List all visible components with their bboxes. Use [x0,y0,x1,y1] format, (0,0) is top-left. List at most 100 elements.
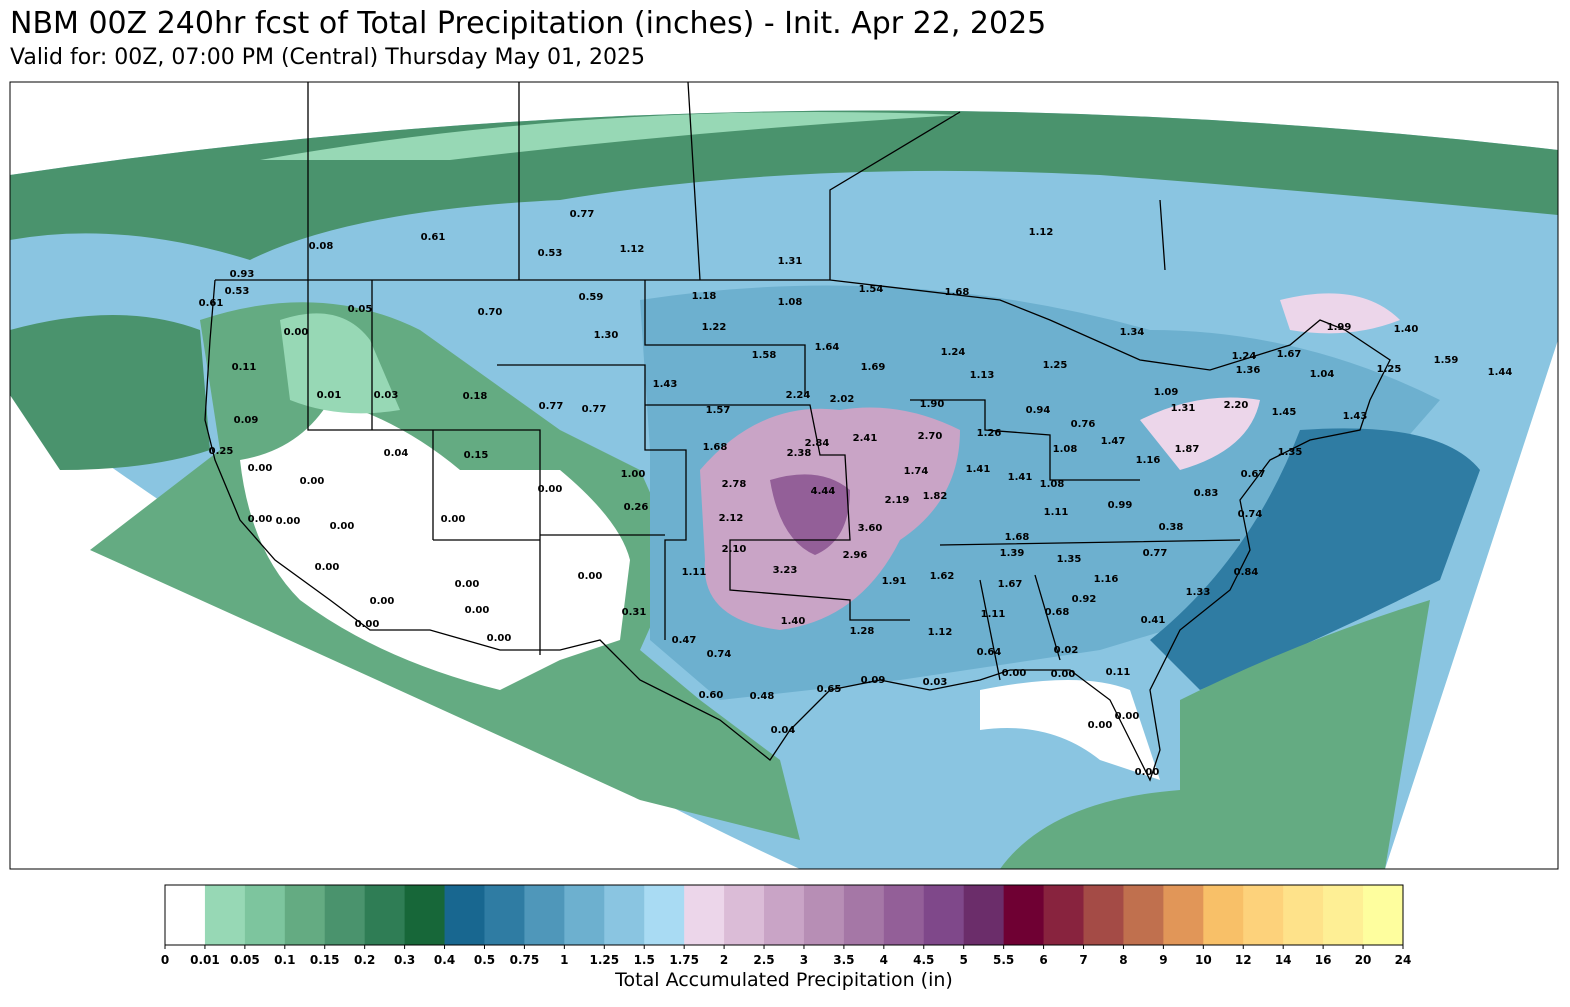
precip-value-label: 2.78 [722,479,747,490]
precip-value-label: 0.61 [421,232,446,243]
precip-value-label: 1.57 [706,405,731,416]
precip-value-label: 0.11 [1106,667,1131,678]
colorbar-tick-label: 0.75 [510,953,540,967]
precip-south-green [1000,600,1430,869]
colorbar-segment [1323,885,1364,945]
precip-value-label: 0.61 [199,298,224,309]
colorbar-segment [564,885,605,945]
colorbar-tick-label: 16 [1315,953,1332,967]
precip-value-label: 1.45 [1272,407,1297,418]
colorbar-segment [684,885,725,945]
colorbar-segment [404,885,446,945]
precip-value-label: 0.00 [248,463,273,474]
precip-value-label: 1.90 [920,399,945,410]
colorbar-tick-label: 5 [960,953,968,967]
precip-florida-dry [980,680,1160,780]
precip-value-label: 0.00 [441,514,466,525]
value-labels: 0.770.610.080.53 1.121.311.120.930.530.61… [199,209,1513,778]
precip-value-label: 0.84 [1234,567,1259,578]
colorbar-tick-label: 2 [720,953,728,967]
precip-value-label: 0.00 [284,327,309,338]
colorbar-tick-label: 0.05 [230,953,260,967]
precip-value-label: 0.68 [1045,607,1070,618]
precip-value-label: 1.08 [1040,479,1065,490]
precip-north-lightgreen [260,112,960,160]
map-frame [9,81,1559,870]
borders [204,82,1391,782]
colorbar-tick-label: 3 [800,953,808,967]
colorbar-segment [803,885,845,945]
precip-value-label: 0.48 [750,691,775,702]
precip-value-label: 3.23 [773,565,798,576]
precip-value-label: 1.67 [998,579,1023,590]
colorbar-tick-label: 10 [1195,953,1212,967]
colorbar-segment [923,885,965,945]
colorbar-tick-label: 0.4 [434,953,455,967]
colorbar-segment [724,885,765,945]
precip-value-label: 1.09 [1154,387,1179,398]
precip-northwest-dry [280,313,400,414]
precip-value-label: 0.93 [230,269,255,280]
precip-value-label: 0.70 [478,307,503,318]
precip-value-label: 1.74 [904,466,929,477]
precip-value-label: 1.47 [1101,436,1126,447]
colorbar-tick-label: 20 [1355,953,1372,967]
precip-value-label: 0.00 [1135,767,1160,778]
precip-value-label: 1.64 [815,342,840,353]
precip-value-label: 1.31 [778,256,803,267]
precip-value-label: 1.68 [945,287,970,298]
precip-value-label: 0.00 [330,521,355,532]
colorbar-tick-label: 8 [1119,953,1127,967]
colorbar-segment [1203,885,1244,945]
colorbar-segment [1283,885,1324,945]
precip-value-label: 1.62 [930,571,955,582]
precip-value-label: 0.08 [309,241,334,252]
precip-value-label: 0.05 [348,304,373,315]
colorbar-tick-label: 2.5 [753,953,774,967]
precip-value-label: 1.54 [859,284,884,295]
precip-value-label: 0.00 [578,571,603,582]
precip-value-label: 1.22 [702,322,727,333]
precip-value-label: 1.11 [682,567,707,578]
precip-value-label: 1.43 [653,379,678,390]
precip-value-label: 0.00 [538,484,563,495]
precip-value-label: 0.00 [300,476,325,487]
us-coastline [204,279,1391,782]
colorbar-tick-label: 4 [880,953,888,967]
colorbar-tick-label: 0.5 [474,953,495,967]
precip-value-label: 0.00 [370,596,395,607]
colorbar-tick-label: 1.5 [634,953,655,967]
colorbar-tick-label: 0 [161,953,169,967]
colorbar-segment [1123,885,1164,945]
precip-central-purple [770,474,850,555]
colorbar-tick-label: 1.75 [669,953,699,967]
colorbar-label: Total Accumulated Precipitation (in) [614,969,953,991]
precip-value-label: 1.08 [778,297,803,308]
colorbar-segment [1363,885,1404,945]
precip-value-label: 0.77 [1143,548,1168,559]
precip-value-label: 0.67 [1241,469,1266,480]
precip-value-label: 0.53 [538,248,563,259]
precip-value-label: 0.00 [315,562,340,573]
precip-value-label: 2.10 [722,544,747,555]
precip-value-label: 2.84 [805,438,830,449]
precip-value-label: 1.24 [941,347,966,358]
colorbar-tick-label: 4.5 [913,953,934,967]
colorbar-segment [644,885,685,945]
colorbar-tick-label: 0.01 [190,953,220,967]
precip-value-label: 1.25 [1377,364,1402,375]
precip-value-label: 1.39 [1000,548,1025,559]
state-lines [307,280,1241,681]
precip-value-label: 0.74 [707,649,732,660]
precip-value-label: 0.64 [977,647,1002,658]
colorbar-tick-label: 0.3 [394,953,415,967]
precip-value-label: 0.00 [1088,720,1113,731]
precip-value-label: 1.58 [752,350,777,361]
precip-value-label: 1.91 [882,576,907,587]
precip-atlantic-blue [1150,428,1480,690]
precip-value-label: 0.00 [1002,668,1027,679]
precip-value-label: 1.40 [781,616,806,627]
precip-value-label: 1.16 [1136,455,1161,466]
canada-provinces [307,82,1166,281]
